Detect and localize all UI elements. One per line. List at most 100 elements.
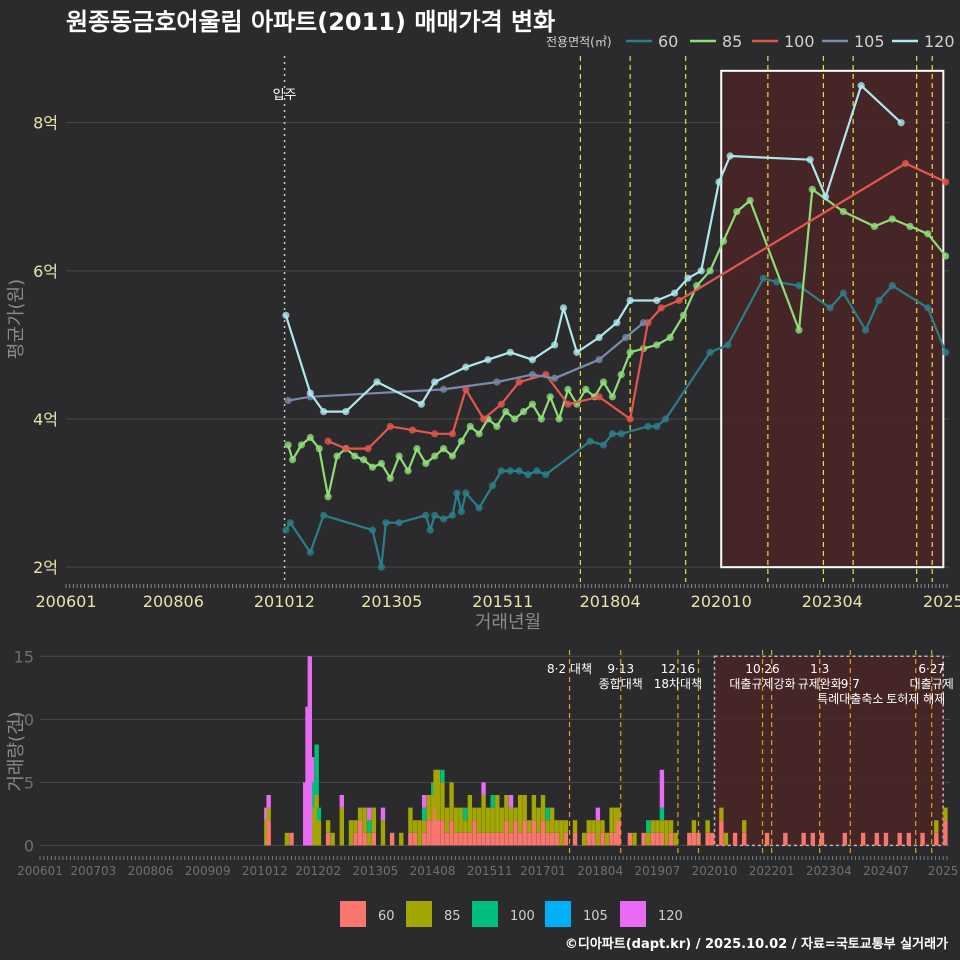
data-point-85 [519,408,528,416]
legend-label-100: 100 [784,32,815,51]
data-point-60 [457,508,465,516]
volume-bar-85 [517,795,523,833]
data-point-85 [941,252,950,260]
data-point-100 [657,304,665,312]
volume-bar-85 [367,832,372,846]
policy-annotation: 12·16 [661,662,695,676]
volume-bar-85 [314,795,319,846]
data-point-60 [941,348,950,356]
policy-annotation: 18차대책 [654,676,702,691]
price-x-tick-label: 201305 [361,592,422,611]
data-point-60 [395,519,403,527]
volume-bar-85 [472,807,477,821]
volume-bar-60 [527,832,532,846]
data-point-85 [653,341,661,349]
data-point-120 [320,408,328,416]
volume-bar-85 [600,820,605,833]
volume-bar-60 [687,832,692,846]
volume-bar-60 [572,832,578,846]
volume-bar-85 [540,795,546,821]
data-point-85 [377,459,385,468]
volume-bar-85 [723,832,729,846]
volume-bar-60 [801,832,806,846]
volume-bar-60 [431,820,436,846]
volume-bar-85 [499,807,505,833]
volume-bar-85 [508,807,514,833]
volume-bar-85 [485,807,491,833]
data-point-85 [422,459,430,468]
policy-annotation: 토허제 해제 [886,692,945,706]
data-point-100 [386,422,394,431]
volume-bar-85 [431,795,436,821]
data-point-85 [626,348,634,356]
policy-annotation: 대출규제강화 [729,677,795,691]
volume-bar-120 [367,807,372,821]
data-point-60 [773,278,781,286]
data-point-60 [475,504,483,512]
volume-legend: 60 85 100 105 120 [340,901,683,927]
volume-bar-100 [463,807,468,821]
volume-y-tick-label: 10 [14,710,34,729]
data-point-100 [479,415,488,423]
data-point-120 [551,341,559,349]
volume-bar-60 [508,832,514,846]
volume-bar-100 [316,807,322,821]
volume-bar-60 [563,832,569,846]
data-point-85 [493,422,501,431]
volume-bar-60 [591,832,596,846]
volume-bar-85 [691,820,697,833]
data-point-120 [715,178,723,186]
volume-bar-85 [453,807,459,833]
policy-annotation: 9·13 [607,662,634,676]
legend-box-label-85: 85 [444,909,461,924]
data-point-120 [462,363,470,371]
volume-bar-60 [481,832,486,846]
volume-x-tick-label: 202304 [806,864,852,878]
volume-bar-85 [408,807,413,833]
data-point-120 [806,156,814,164]
volume-bar-60 [453,832,459,846]
volume-bar-60 [874,832,880,846]
data-point-120 [417,400,425,408]
data-point-85 [360,456,368,464]
data-point-85 [315,445,323,453]
volume-bar-60 [545,832,550,846]
legend-label-85: 85 [722,32,742,51]
volume-bar-60 [897,832,902,846]
volume-x-tick-label: 201511 [467,864,513,878]
data-point-60 [644,422,652,431]
data-point-60 [286,519,294,527]
volume-x-tick-label: 200806 [128,864,174,878]
volume-bar-85 [563,820,569,833]
volume-bar-60 [362,832,367,846]
chart-title: 원종동금호어울림 아파트(2011) 매매가격 변화 [66,8,555,36]
data-point-120 [626,296,634,305]
volume-bar-60 [463,832,468,846]
volume-bar-120 [303,782,308,846]
policy-annotation: 특례대출축소 [817,692,883,706]
volume-bar-85 [399,832,404,846]
volume-bar-60 [842,832,848,846]
data-point-60 [617,430,625,438]
volume-x-tick-label: 201701 [520,864,566,878]
volume-bar-60 [289,832,294,846]
data-point-120 [342,408,350,416]
data-point-60 [724,341,732,349]
data-point-120 [726,152,734,160]
volume-bar-85 [312,807,317,846]
volume-bar-85 [591,820,596,833]
volume-bar-60 [819,832,825,846]
volume-bar-85 [444,807,450,833]
data-point-60 [586,437,594,445]
price-y-tick-label: 2억 [33,558,58,577]
volume-bar-60 [691,832,697,846]
data-point-85 [351,452,359,460]
volume-bar-60 [472,820,477,846]
data-point-105 [284,396,292,405]
policy-annotation: 9·7 [841,677,860,691]
price-x-tick-label: 201804 [580,592,641,611]
volume-y-tick-label: 0 [24,836,34,855]
price-x-tick-label: 200806 [143,592,204,611]
